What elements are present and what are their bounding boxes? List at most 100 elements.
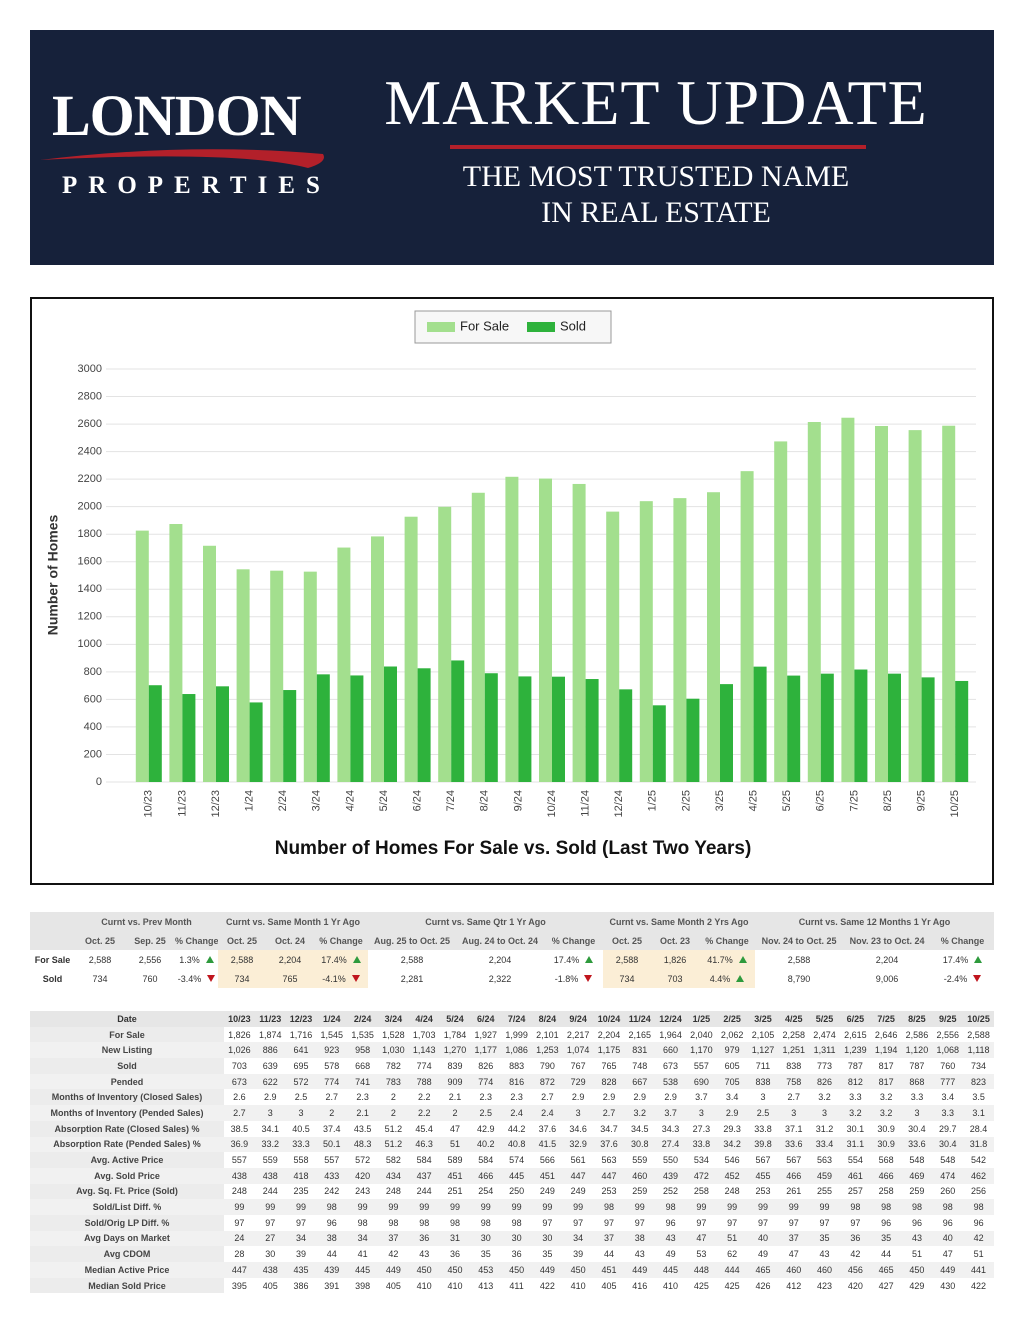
table-cell: 557: [693, 1060, 709, 1071]
table-cell: 2,588: [967, 1029, 990, 1040]
table-cell: 3: [809, 1105, 840, 1121]
summary-cell: 2,588: [755, 950, 843, 969]
x-tick-label: 12/23: [210, 790, 222, 818]
bar: [539, 478, 552, 782]
y-tick-label: 600: [84, 693, 102, 705]
y-tick-label: 2600: [78, 418, 102, 430]
table-cell: 420: [847, 1280, 863, 1291]
table-cell: 99: [747, 1199, 779, 1215]
bar: [854, 669, 868, 782]
summary-cell: 734: [603, 969, 652, 988]
table-cell: 534: [693, 1155, 709, 1166]
x-tick-label: 7/25: [848, 790, 860, 811]
table-cell: 24: [224, 1230, 255, 1247]
table-cell: 831: [624, 1042, 656, 1059]
cell-value: 17.4%: [321, 954, 347, 965]
column-header: Nov. 23 to Oct. 24: [843, 931, 932, 950]
table-cell: 34: [562, 1230, 594, 1247]
table-cell: 253: [755, 1186, 771, 1197]
table-cell: 557: [324, 1155, 340, 1166]
table-cell: 98: [839, 1199, 871, 1215]
summary-cell: 9,006: [843, 969, 931, 988]
table-cell: 1,177: [470, 1042, 502, 1059]
bar: [888, 673, 901, 782]
chart: Number of Homes For Sale vs. Sold (Last …: [30, 297, 994, 885]
table-cell: 447: [562, 1167, 594, 1184]
table-cell: 466: [470, 1167, 502, 1184]
table-cell: 386: [293, 1280, 309, 1291]
x-tick-label: 9/24: [512, 790, 524, 811]
table-cell: 438: [254, 1167, 286, 1184]
table-cell: 423: [817, 1280, 833, 1291]
table-cell: 729: [562, 1073, 594, 1090]
row-label: Sold/List Diff. %: [30, 1199, 225, 1215]
table-cell: 405: [385, 1280, 401, 1291]
table-row: Avg. Active Price 557 559 558 557 572 582 584 58…: [30, 1152, 994, 1168]
table-row: Months of Inventory (Pended Sales) 2.7 3 3 2…: [30, 1105, 994, 1121]
table-cell: 667: [624, 1073, 656, 1090]
bar: [216, 686, 229, 782]
table-cell: 44: [603, 1249, 614, 1260]
table-cell: 558: [293, 1155, 309, 1166]
table-cell: 460: [809, 1262, 840, 1278]
table-cell: 868: [901, 1073, 933, 1090]
table-cell: 774: [470, 1073, 502, 1090]
y-tick-label: 1200: [78, 611, 102, 623]
bar: [350, 675, 364, 782]
table-cell: 1,528: [382, 1029, 405, 1040]
table-cell: 673: [224, 1073, 255, 1090]
table-cell: 449: [624, 1262, 656, 1278]
column-header: 11/23: [254, 1011, 286, 1027]
table-cell: 49: [665, 1249, 676, 1260]
logo-subtitle: PROPERTIES: [62, 172, 331, 199]
table-cell: 584: [416, 1155, 432, 1166]
bar: [417, 668, 431, 782]
table-cell: 2,062: [720, 1029, 744, 1040]
table-cell: 2,474: [813, 1029, 836, 1040]
table-cell: 99: [716, 1199, 748, 1215]
table-cell: 259: [632, 1186, 648, 1197]
table-cell: 426: [755, 1280, 771, 1291]
table-cell: 1,874: [258, 1029, 282, 1040]
column-header: 6/25: [839, 1011, 871, 1027]
bar: [820, 673, 834, 782]
table-cell: 1,127: [747, 1042, 779, 1059]
table-cell: 3.2: [839, 1105, 871, 1121]
table-cell: 32.9: [562, 1136, 594, 1153]
bar: [572, 483, 586, 782]
table-cell: 35: [542, 1249, 553, 1260]
row-label: Avg. Sold Price: [30, 1167, 225, 1184]
row-label: Absorption Rate (Closed Sales) %: [30, 1120, 225, 1137]
x-tick-label: 4/25: [748, 790, 760, 811]
table-cell: 839: [447, 1060, 463, 1071]
table-cell: 909: [439, 1073, 471, 1090]
chart-title: Number of Homes For Sale vs. Sold (Last …: [275, 838, 752, 859]
group-title: Curnt vs. Same Qtr 1 Yr Ago: [368, 912, 604, 931]
table-cell: 43: [901, 1230, 933, 1247]
table-cell: 99: [439, 1199, 471, 1215]
table-cell: 99: [562, 1199, 594, 1215]
table-row: Absorption Rate (Pended Sales) % 36.9 33.2…: [30, 1136, 994, 1153]
column-header: 3/25: [747, 1011, 779, 1027]
y-tick-label: 200: [84, 748, 102, 760]
cell-value: 2,588: [787, 954, 811, 965]
table-cell: 96: [973, 1217, 984, 1228]
table-cell: 34.5: [631, 1123, 649, 1134]
table-cell: 2,258: [782, 1029, 806, 1040]
bar: [182, 694, 196, 782]
column-header: Aug. 25 to Oct. 25: [368, 931, 457, 950]
table-cell: 673: [663, 1060, 679, 1071]
table-cell: 445: [347, 1262, 378, 1278]
table-cell: 542: [971, 1155, 987, 1166]
table-cell: 748: [632, 1060, 648, 1071]
row-label: New Listing: [30, 1042, 225, 1059]
table-cell: 30: [501, 1230, 532, 1247]
summary-cell: 2,322: [456, 969, 544, 988]
summary-cell: 703: [651, 969, 700, 988]
table-cell: 38: [316, 1230, 348, 1247]
table-cell: 40: [932, 1230, 964, 1247]
table-cell: 418: [285, 1167, 317, 1184]
table-cell: 584: [478, 1155, 494, 1166]
table-cell: 1,716: [289, 1029, 313, 1040]
bar: [337, 547, 351, 782]
